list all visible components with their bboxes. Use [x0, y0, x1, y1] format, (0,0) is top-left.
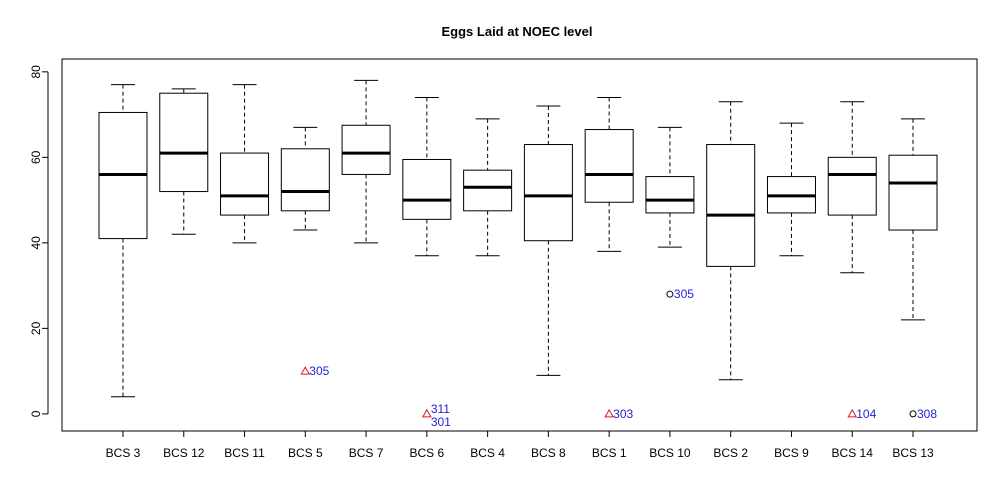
flagged-point: 311: [421, 402, 450, 418]
point-label: 308: [917, 407, 937, 421]
circle-marker: [666, 290, 674, 298]
box-bcs-8: [523, 105, 573, 376]
iqr-box: [706, 144, 756, 267]
y-tick-label: 0: [29, 410, 43, 417]
point-label: 301: [431, 415, 451, 429]
y-tick-label: 40: [29, 236, 43, 250]
flagged-point: 305: [300, 364, 330, 378]
x-tick-label: BCS 4: [470, 446, 505, 460]
box-bcs-6: [402, 96, 452, 257]
iqr-box: [220, 152, 270, 216]
x-tick-label: BCS 13: [892, 446, 934, 460]
box-bcs-9: [766, 122, 816, 257]
x-tick-label: BCS 12: [163, 446, 205, 460]
box-bcs-11: [220, 84, 270, 244]
point-label: 305: [674, 287, 694, 301]
boxes-group: [98, 79, 938, 398]
iqr-box: [463, 169, 513, 212]
y-tick-label: 80: [29, 65, 43, 79]
flagged-point: 303: [604, 407, 634, 421]
box-bcs-10: [645, 126, 695, 248]
circle-marker: [909, 410, 917, 418]
box-bcs-2: [706, 101, 756, 381]
point-label: 303: [613, 407, 633, 421]
x-tick-label: BCS 11: [224, 446, 265, 460]
box-bcs-4: [463, 118, 513, 257]
x-tick-label: BCS 1: [592, 446, 627, 460]
point-label: 305: [309, 364, 329, 378]
x-tick-label: BCS 10: [649, 446, 691, 460]
point-label: 311: [431, 402, 450, 416]
x-tick-label: BCS 7: [349, 446, 384, 460]
y-tick-label: 60: [29, 150, 43, 164]
x-tick-label: BCS 2: [713, 446, 748, 460]
x-tick-label: BCS 14: [832, 446, 874, 460]
iqr-box: [341, 124, 391, 175]
flagged-point: 104: [847, 407, 877, 421]
iqr-box: [402, 158, 452, 220]
y-axis: 0 20 40 60 80: [29, 65, 49, 417]
box-bcs-14: [827, 101, 877, 274]
iqr-box: [645, 176, 695, 214]
box-bcs-13: [888, 118, 938, 321]
x-tick-label: BCS 8: [531, 446, 566, 460]
box-bcs-12: [159, 88, 209, 235]
triangle-marker: [604, 408, 615, 418]
iqr-box: [584, 129, 634, 203]
x-axis: BCS 3 BCS 12 BCS 11 BCS 5 BCS 7 BCS 6 BCS 4 BCS…: [106, 430, 934, 460]
flagged-point: 308: [909, 407, 937, 421]
triangle-marker: [421, 408, 432, 418]
point-label: 104: [856, 407, 876, 421]
flagged-point: 301: [431, 415, 451, 429]
box-bcs-1: [584, 96, 634, 252]
box-bcs-5: [280, 126, 330, 231]
flagged-point: 305: [666, 287, 694, 301]
chart-title: Eggs Laid at NOEC level: [442, 24, 593, 39]
y-tick-label: 20: [29, 321, 43, 335]
iqr-box: [280, 148, 330, 212]
x-tick-label: BCS 5: [288, 446, 323, 460]
box-bcs-7: [341, 79, 391, 244]
x-tick-label: BCS 6: [410, 446, 445, 460]
iqr-box: [888, 154, 938, 231]
x-tick-label: BCS 3: [106, 446, 141, 460]
iqr-box: [159, 92, 209, 193]
box-bcs-3: [98, 84, 148, 398]
iqr-box: [827, 156, 877, 216]
x-tick-label: BCS 9: [774, 446, 809, 460]
iqr-box: [523, 144, 573, 242]
triangle-marker: [847, 408, 858, 418]
triangle-marker: [300, 366, 311, 375]
